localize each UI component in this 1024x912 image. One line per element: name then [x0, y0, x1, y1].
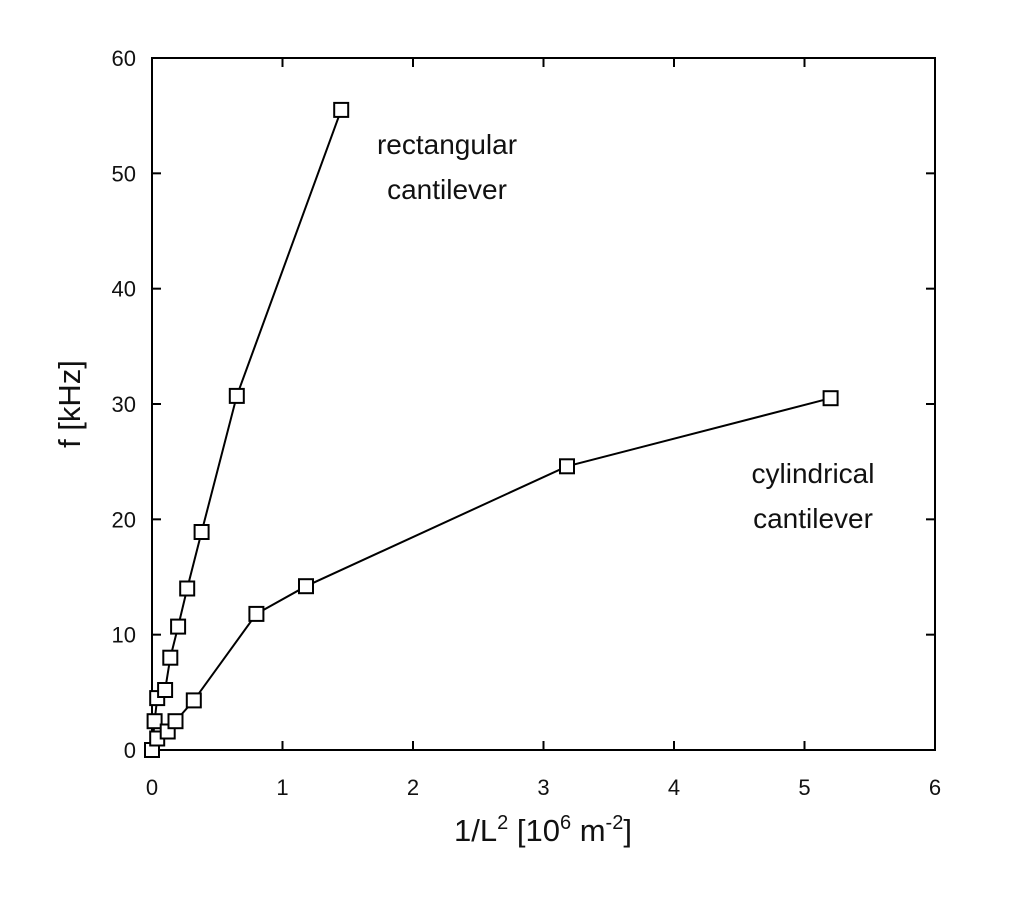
cylindrical-label-line-2: cantilever: [753, 503, 873, 534]
axis-ticks: [151, 57, 936, 751]
data-point-rectangular: [193, 524, 210, 540]
y-axis-title: f [kHz]: [52, 360, 87, 448]
x-axis-title: 1/L2 [106 m-2]: [454, 812, 632, 848]
x-tick-label: 2: [407, 775, 419, 800]
series-line-cylindrical: [151, 397, 831, 751]
x-axis-title-exp: 2: [497, 812, 508, 834]
series-rectangular: [144, 101, 350, 758]
x-tick-label: 6: [929, 775, 941, 800]
data-point-cylindrical: [298, 578, 314, 595]
y-tick-label: 60: [112, 46, 136, 71]
y-tick-labels: 0 10 20 30 40 50 60: [112, 46, 136, 763]
x-axis-title-open: [10: [508, 813, 560, 848]
data-point-rectangular: [333, 101, 350, 118]
y-tick-label: 0: [124, 738, 136, 763]
plot-frame: [151, 57, 936, 751]
x-tick-labels: 0 1 2 3 4 5 6: [146, 775, 941, 800]
cylindrical-label-line-1: cylindrical: [752, 458, 875, 489]
x-axis-title-exp2: 6: [560, 812, 571, 834]
x-axis-title-main: 1/L: [454, 813, 497, 848]
series-cylindrical: [144, 390, 839, 758]
data-point-cylindrical: [185, 692, 202, 709]
data-point-cylindrical: [248, 605, 265, 622]
rectangular-label-line-1: rectangular: [377, 129, 517, 160]
x-tick-label: 1: [276, 775, 288, 800]
data-point-rectangular: [170, 618, 187, 635]
data-point-rectangular: [146, 713, 163, 730]
x-tick-label: 5: [798, 775, 810, 800]
data-point-cylindrical: [167, 713, 184, 730]
x-tick-label: 0: [146, 775, 158, 800]
data-point-rectangular: [157, 682, 174, 698]
data-point-rectangular: [179, 580, 196, 597]
data-point-rectangular: [162, 649, 179, 666]
rectangular-label-line-2: cantilever: [387, 174, 507, 205]
x-axis-title-exp3: -2: [606, 812, 624, 834]
series-layer: [144, 101, 839, 758]
y-tick-label: 10: [112, 623, 136, 648]
x-axis-title-unit: m: [571, 813, 605, 848]
x-axis-title-close: ]: [623, 813, 632, 848]
data-point-cylindrical: [559, 458, 575, 475]
series-line-rectangular: [151, 109, 343, 751]
data-point-rectangular: [228, 387, 245, 404]
y-tick-label: 30: [112, 392, 136, 417]
y-tick-label: 40: [112, 277, 136, 302]
x-tick-label: 3: [537, 775, 549, 800]
x-tick-label: 4: [668, 775, 680, 800]
y-tick-label: 20: [112, 507, 136, 532]
data-point-cylindrical: [822, 390, 839, 407]
y-tick-label: 50: [112, 161, 136, 186]
